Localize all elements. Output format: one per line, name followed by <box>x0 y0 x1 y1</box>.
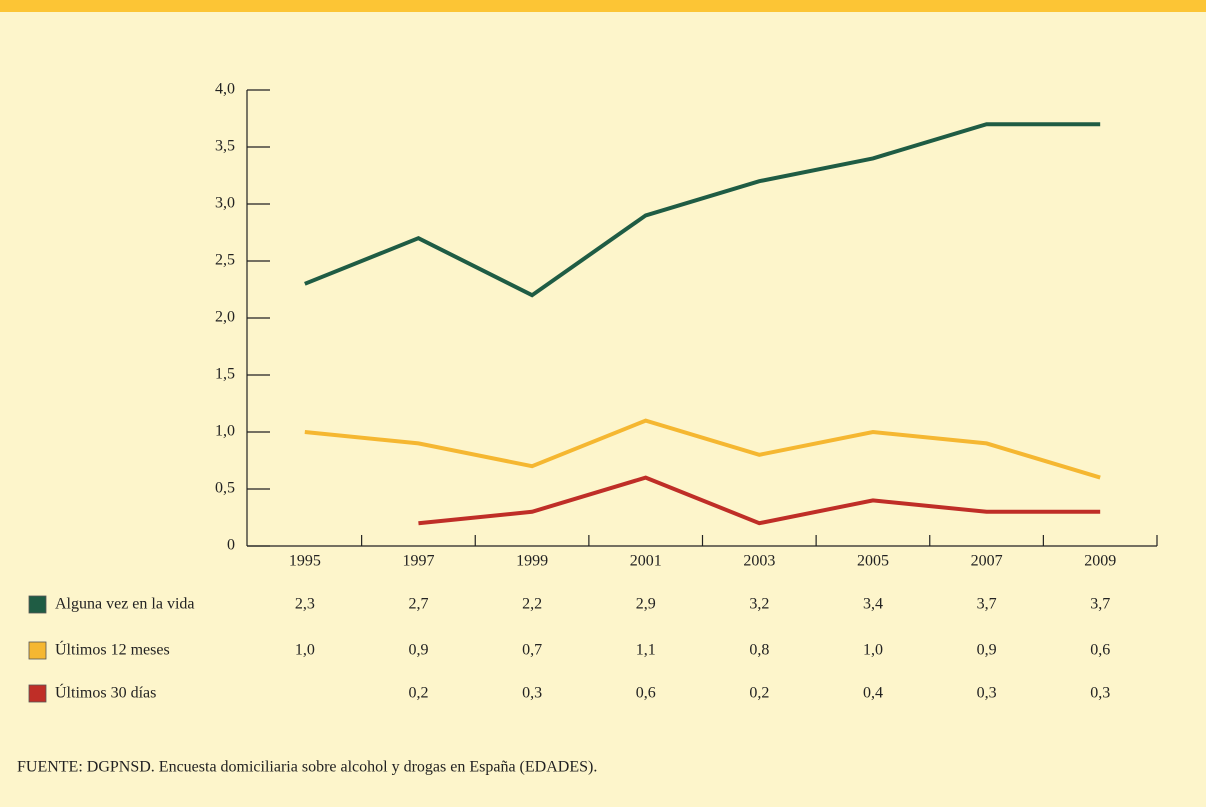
x-tick-label: 2003 <box>743 553 775 570</box>
series-line <box>304 122 1101 298</box>
series-line <box>304 418 1101 480</box>
y-tick-label: 3,5 <box>215 138 235 155</box>
y-tick-label: 0 <box>227 537 235 554</box>
y-tick-label: 2,5 <box>215 252 235 269</box>
legend-label: Últimos 30 días <box>55 683 156 702</box>
y-tick-label: 1,5 <box>215 366 235 383</box>
table-value: 1,0 <box>863 642 883 659</box>
legend-swatch <box>28 684 47 703</box>
table-value: 3,4 <box>863 596 883 613</box>
legend-swatch <box>28 641 47 660</box>
legend-label: Últimos 12 meses <box>55 640 170 659</box>
table-value: 1,0 <box>295 642 315 659</box>
x-tick-label: 2007 <box>971 553 1003 570</box>
table-value: 2,3 <box>295 596 315 613</box>
table-value: 0,9 <box>408 642 428 659</box>
x-tick-label: 1999 <box>516 553 548 570</box>
x-tick-label: 2009 <box>1084 553 1116 570</box>
y-tick-label: 3,0 <box>215 195 235 212</box>
top-band <box>0 0 1206 12</box>
y-tick-label: 1,0 <box>215 423 235 440</box>
table-value: 2,9 <box>636 596 656 613</box>
x-tick-label: 2001 <box>630 553 662 570</box>
source-note: FUENTE: DGPNSD. Encuesta domiciliaria so… <box>17 759 597 776</box>
table-value: 0,3 <box>977 685 997 702</box>
table-value: 0,2 <box>749 685 769 702</box>
x-tick-label: 2005 <box>857 553 889 570</box>
table-value: 0,3 <box>1090 685 1110 702</box>
table-value: 0,7 <box>522 642 542 659</box>
table-value: 1,1 <box>636 642 656 659</box>
table-value: 0,6 <box>1090 642 1110 659</box>
legend-swatch <box>28 595 47 614</box>
table-value: 3,7 <box>1090 596 1110 613</box>
table-value: 2,2 <box>522 596 542 613</box>
legend-label: Alguna vez en la vida <box>55 596 195 613</box>
y-tick-label: 4,0 <box>215 81 235 98</box>
series-line <box>418 475 1101 526</box>
table-value: 0,9 <box>977 642 997 659</box>
table-value: 3,7 <box>977 596 997 613</box>
x-tick-label: 1995 <box>289 553 321 570</box>
table-value: 0,2 <box>408 685 428 702</box>
y-tick-label: 0,5 <box>215 480 235 497</box>
table-value: 0,4 <box>863 685 883 702</box>
table-value: 0,8 <box>749 642 769 659</box>
table-value: 0,6 <box>636 685 656 702</box>
table-value: 2,7 <box>408 596 428 613</box>
table-value: 3,2 <box>749 596 769 613</box>
table-value: 0,3 <box>522 685 542 702</box>
x-tick-label: 1997 <box>402 553 434 570</box>
y-tick-label: 2,0 <box>215 309 235 326</box>
